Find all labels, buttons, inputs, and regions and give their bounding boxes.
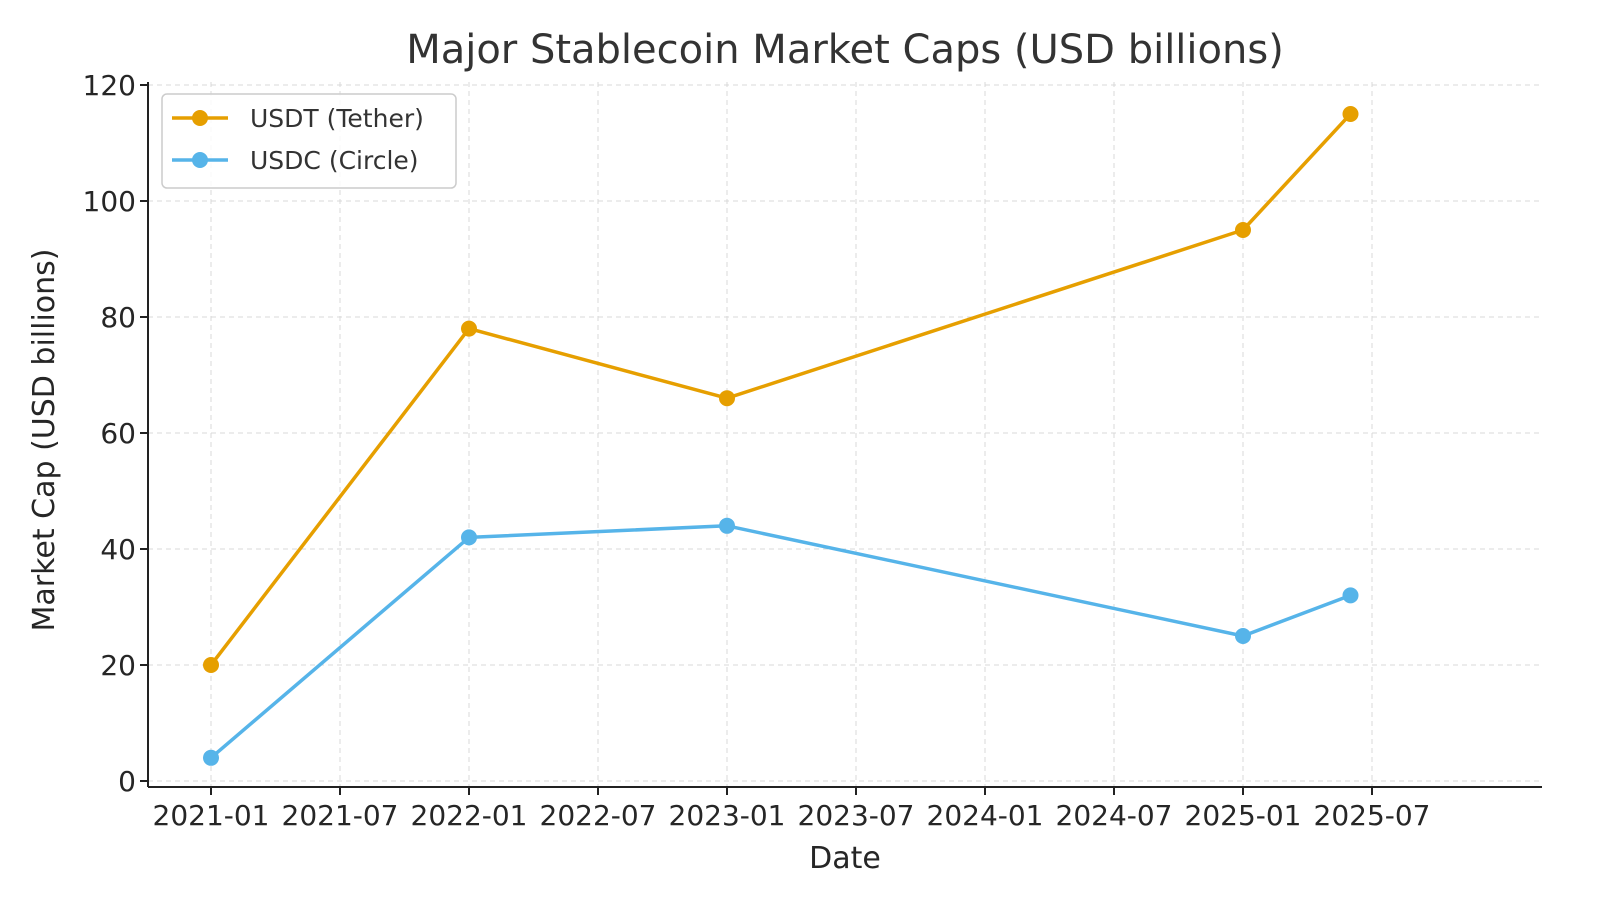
data-point-usdc — [461, 529, 477, 546]
x-axis-ticks: 2021-01 2021-07 2022-01 2022-07 2023-01 2023-… — [153, 787, 1431, 832]
legend-swatch-marker — [192, 110, 208, 126]
series-line-usdt — [209, 112, 1352, 667]
x-tick-label: 2022-01 — [411, 799, 528, 832]
x-tick-label: 2025-01 — [1185, 799, 1302, 832]
x-tick-label: 2024-01 — [927, 799, 1044, 832]
legend-label: USDT (Tether) — [250, 104, 424, 133]
legend: USDT (Tether) USDC (Circle) — [161, 93, 457, 189]
legend-box — [161, 93, 457, 189]
y-tick-label: 60 — [100, 417, 136, 450]
x-tick-label: 2025-07 — [1314, 799, 1431, 832]
series-usdc — [203, 517, 1359, 766]
data-point-usdc — [1342, 587, 1359, 604]
series-line-usdc — [209, 524, 1352, 760]
data-point-usdt — [461, 320, 477, 337]
series-layer — [203, 106, 1359, 766]
data-point-usdc — [719, 517, 735, 534]
gridlines — [148, 82, 1542, 787]
data-point-usdc — [203, 749, 219, 766]
data-point-usdt — [203, 657, 219, 673]
series-usdt — [203, 106, 1359, 673]
data-point-usdt — [1342, 106, 1359, 122]
y-axis-ticks: 0 20 40 60 80 100 120 — [83, 69, 148, 798]
y-tick-label: 80 — [100, 301, 136, 334]
data-point-usdc — [1235, 628, 1251, 644]
axes — [147, 82, 1542, 788]
chart-title: Major Stablecoin Market Caps (USD billio… — [406, 27, 1284, 73]
x-tick-label: 2023-01 — [669, 799, 786, 832]
y-tick-label: 120 — [83, 69, 136, 102]
data-point-usdt — [1235, 222, 1251, 238]
y-tick-label: 0 — [118, 765, 136, 798]
data-point-usdt — [719, 390, 735, 407]
y-tick-label: 100 — [83, 185, 136, 218]
x-tick-label: 2021-01 — [153, 799, 270, 832]
legend-label: USDC (Circle) — [250, 146, 419, 175]
x-tick-label: 2021-07 — [282, 799, 399, 832]
legend-item-usdt: USDT (Tether) — [172, 104, 424, 133]
x-tick-label: 2022-07 — [540, 799, 657, 832]
legend-item-usdc: USDC (Circle) — [172, 146, 419, 175]
x-tick-label: 2024-07 — [1056, 799, 1173, 832]
y-axis-title: Market Cap (USD billions) — [27, 249, 62, 632]
y-tick-label: 40 — [100, 533, 136, 566]
x-tick-label: 2023-07 — [798, 799, 915, 832]
x-axis-title: Date — [809, 841, 881, 876]
y-tick-label: 20 — [100, 649, 136, 682]
legend-swatch-marker — [192, 152, 208, 168]
